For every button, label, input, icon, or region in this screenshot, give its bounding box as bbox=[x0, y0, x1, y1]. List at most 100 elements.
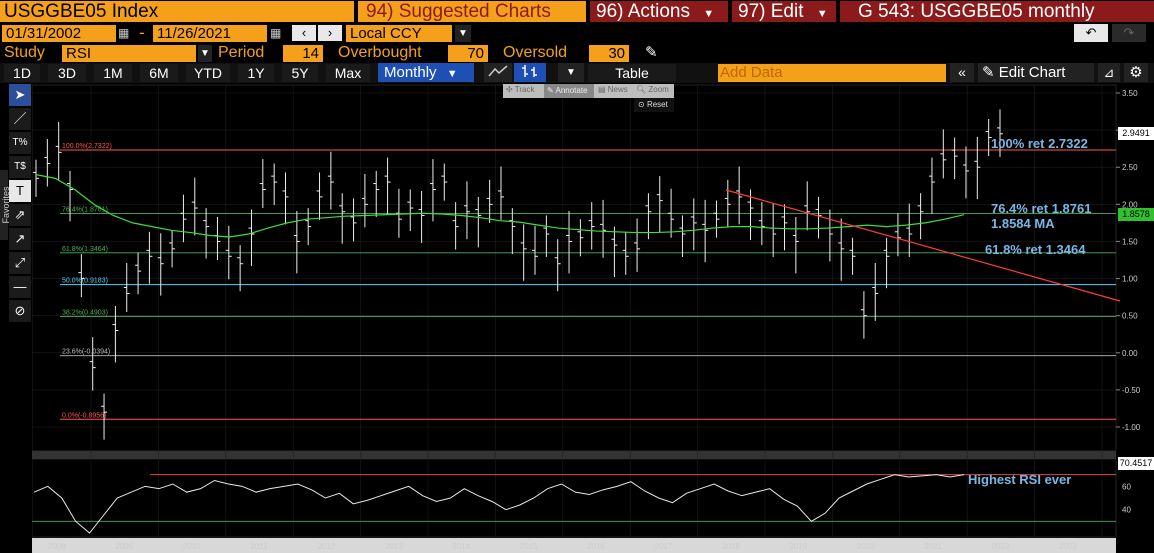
reset-button[interactable]: ⊙ Reset bbox=[634, 98, 674, 112]
tab-ytd[interactable]: YTD bbox=[186, 64, 230, 82]
fib-retracement-icon[interactable]: T$ bbox=[9, 156, 31, 178]
zoom-button[interactable]: 🔍︎ Zoom bbox=[636, 85, 669, 94]
track-label: Track bbox=[514, 85, 535, 94]
undo-button[interactable]: ↶ bbox=[1074, 24, 1108, 42]
x-tick-label: 2023 bbox=[1059, 542, 1077, 551]
rsi-tick-label: 40 bbox=[1122, 506, 1131, 515]
actions-menu[interactable]: 96) Actions ▼ bbox=[590, 1, 728, 22]
chevron-down-icon[interactable]: ▼ bbox=[455, 25, 471, 42]
tab-1d[interactable]: 1D bbox=[4, 64, 40, 82]
bar-chart-icon[interactable] bbox=[514, 63, 546, 82]
rsi-last-badge: 70.4517 bbox=[1118, 457, 1154, 470]
currency-select[interactable]: Local CCY bbox=[346, 25, 452, 42]
end-date-field[interactable]: 11/26/2021 bbox=[153, 25, 267, 42]
tab-6m[interactable]: 6M bbox=[140, 64, 178, 82]
ma-value-badge: 1.8578 bbox=[1118, 208, 1154, 221]
annotation-ret618[interactable]: 61.8% ret 1.3464 bbox=[985, 242, 1086, 257]
annotate-label: Annotate bbox=[555, 86, 588, 95]
chevron-down-icon[interactable]: ▼ bbox=[198, 45, 212, 62]
y-tick-label: 2.50 bbox=[1122, 163, 1138, 172]
x-tick-label: 2020 bbox=[857, 542, 875, 551]
ticker-field[interactable]: USGGBE05 Index bbox=[0, 1, 354, 22]
edit-menu[interactable]: 97) Edit ▼ bbox=[732, 1, 836, 22]
x-tick-label: 2008 bbox=[48, 542, 66, 551]
channel-tool-icon[interactable]: ⤢ bbox=[9, 252, 31, 274]
frequency-select[interactable]: Monthly ▼ bbox=[378, 63, 474, 82]
study-select[interactable]: RSI bbox=[62, 45, 196, 62]
x-tick-label: 2012 bbox=[318, 542, 336, 551]
calendar-icon[interactable]: ▦ bbox=[118, 26, 130, 40]
edit-chart-label: Edit Chart bbox=[998, 64, 1066, 81]
actions-label: 96) Actions bbox=[596, 1, 690, 22]
overbought-field[interactable]: 70 bbox=[448, 45, 488, 62]
y-tick-label: -1.00 bbox=[1122, 423, 1141, 432]
suggested-charts-button[interactable]: 94) Suggested Charts bbox=[358, 1, 586, 22]
y-tick-label: 0.50 bbox=[1122, 312, 1138, 321]
cursor-tool-icon[interactable]: ➤ bbox=[9, 84, 31, 106]
tab-1y[interactable]: 1Y bbox=[238, 64, 274, 82]
fib-level-label: 0.0%(-0.8956) bbox=[62, 412, 106, 419]
collapse-button[interactable]: « bbox=[950, 63, 974, 82]
chevron-down-icon: ▼ bbox=[703, 8, 715, 20]
tab-max[interactable]: Max bbox=[326, 64, 370, 82]
calendar-icon[interactable]: ▦ bbox=[270, 26, 282, 40]
chart-title: G 543: USGGBE05 monthly bbox=[840, 1, 1154, 22]
trend-line[interactable] bbox=[725, 189, 1121, 302]
redo-button[interactable]: ↷ bbox=[1112, 24, 1146, 42]
start-date-field[interactable]: 01/31/2002 bbox=[2, 25, 116, 42]
tab-3d[interactable]: 3D bbox=[48, 64, 86, 82]
gear-icon[interactable]: ⚙ bbox=[1124, 63, 1148, 82]
annotation-ma[interactable]: 1.8584 MA bbox=[991, 216, 1055, 231]
period-field[interactable]: 14 bbox=[283, 45, 323, 62]
period-label: Period bbox=[218, 44, 265, 61]
date-separator: - bbox=[139, 23, 145, 42]
favorites-tab[interactable] bbox=[0, 170, 8, 240]
x-tick-label: 2021 bbox=[924, 542, 942, 551]
chevron-down-icon: ▼ bbox=[816, 8, 828, 20]
annotation-ret764[interactable]: 76.4% ret 1.8761 bbox=[991, 201, 1092, 216]
x-tick-label: 2009 bbox=[115, 542, 133, 551]
chevron-down-icon[interactable]: ▼ bbox=[558, 63, 584, 82]
fib-level-label: 61.8%(1.3464) bbox=[62, 246, 108, 253]
frequency-label: Monthly bbox=[384, 64, 437, 81]
chart-area[interactable]: 100.0%(2.7322) 76.4%(1.8761) 61.8%(1.3464)… bbox=[0, 83, 1154, 553]
last-price-badge: 2.9491 bbox=[1118, 127, 1154, 140]
y-tick-label: 1.00 bbox=[1122, 275, 1138, 284]
pen-icon[interactable]: ✎ bbox=[645, 44, 658, 61]
pencil-icon: ✎ bbox=[982, 64, 995, 81]
trend-tool-icon[interactable]: ↗ bbox=[9, 228, 31, 250]
oversold-field[interactable]: 30 bbox=[589, 45, 629, 62]
line-chart-icon[interactable] bbox=[484, 63, 512, 82]
parallel-tool-icon[interactable]: ⇗ bbox=[9, 204, 31, 226]
add-data-input[interactable]: Add Data bbox=[718, 64, 946, 82]
annotation-ret100[interactable]: 100% ret 2.7322 bbox=[991, 136, 1088, 151]
table-button[interactable]: Table bbox=[588, 64, 676, 82]
x-tick-label: 2022 bbox=[992, 542, 1010, 551]
news-button[interactable]: ▤ News bbox=[598, 85, 628, 94]
fib-level-label: 100.0%(2.7322) bbox=[62, 143, 112, 150]
fib-tool-icon[interactable]: T% bbox=[9, 132, 31, 154]
ruler-tool-icon[interactable]: ⊘ bbox=[9, 300, 31, 322]
edit-label: 97) Edit bbox=[738, 1, 804, 22]
annotation-rsi-note[interactable]: Highest RSI ever bbox=[968, 472, 1072, 487]
oversold-label: Oversold bbox=[503, 44, 568, 61]
chart-settings-icon[interactable]: ⊿ bbox=[1098, 63, 1120, 82]
y-tick-label: 0.00 bbox=[1122, 349, 1138, 358]
x-tick-label: 2013 bbox=[385, 542, 403, 551]
annotate-button[interactable]: ✎ Annotate bbox=[544, 84, 594, 98]
news-label: News bbox=[607, 85, 628, 94]
line-tool-icon[interactable]: ／ bbox=[9, 108, 31, 130]
reset-label: Reset bbox=[646, 100, 668, 109]
fib-level-label: 76.4%(1.8761) bbox=[62, 207, 108, 214]
tab-5y[interactable]: 5Y bbox=[282, 64, 318, 82]
next-period-button[interactable]: › bbox=[318, 25, 342, 41]
tab-1m[interactable]: 1M bbox=[94, 64, 132, 82]
study-label: Study bbox=[4, 44, 45, 61]
edit-chart-button[interactable]: ✎ Edit Chart bbox=[978, 63, 1094, 82]
prev-period-button[interactable]: ‹ bbox=[292, 25, 316, 41]
moving-average-line bbox=[35, 174, 965, 238]
track-button[interactable]: ✣ Track bbox=[506, 85, 535, 94]
horizontal-line-icon[interactable]: — bbox=[9, 276, 31, 298]
text-tool-icon[interactable]: T bbox=[9, 180, 31, 202]
y-tick-label: 2.00 bbox=[1122, 200, 1138, 209]
